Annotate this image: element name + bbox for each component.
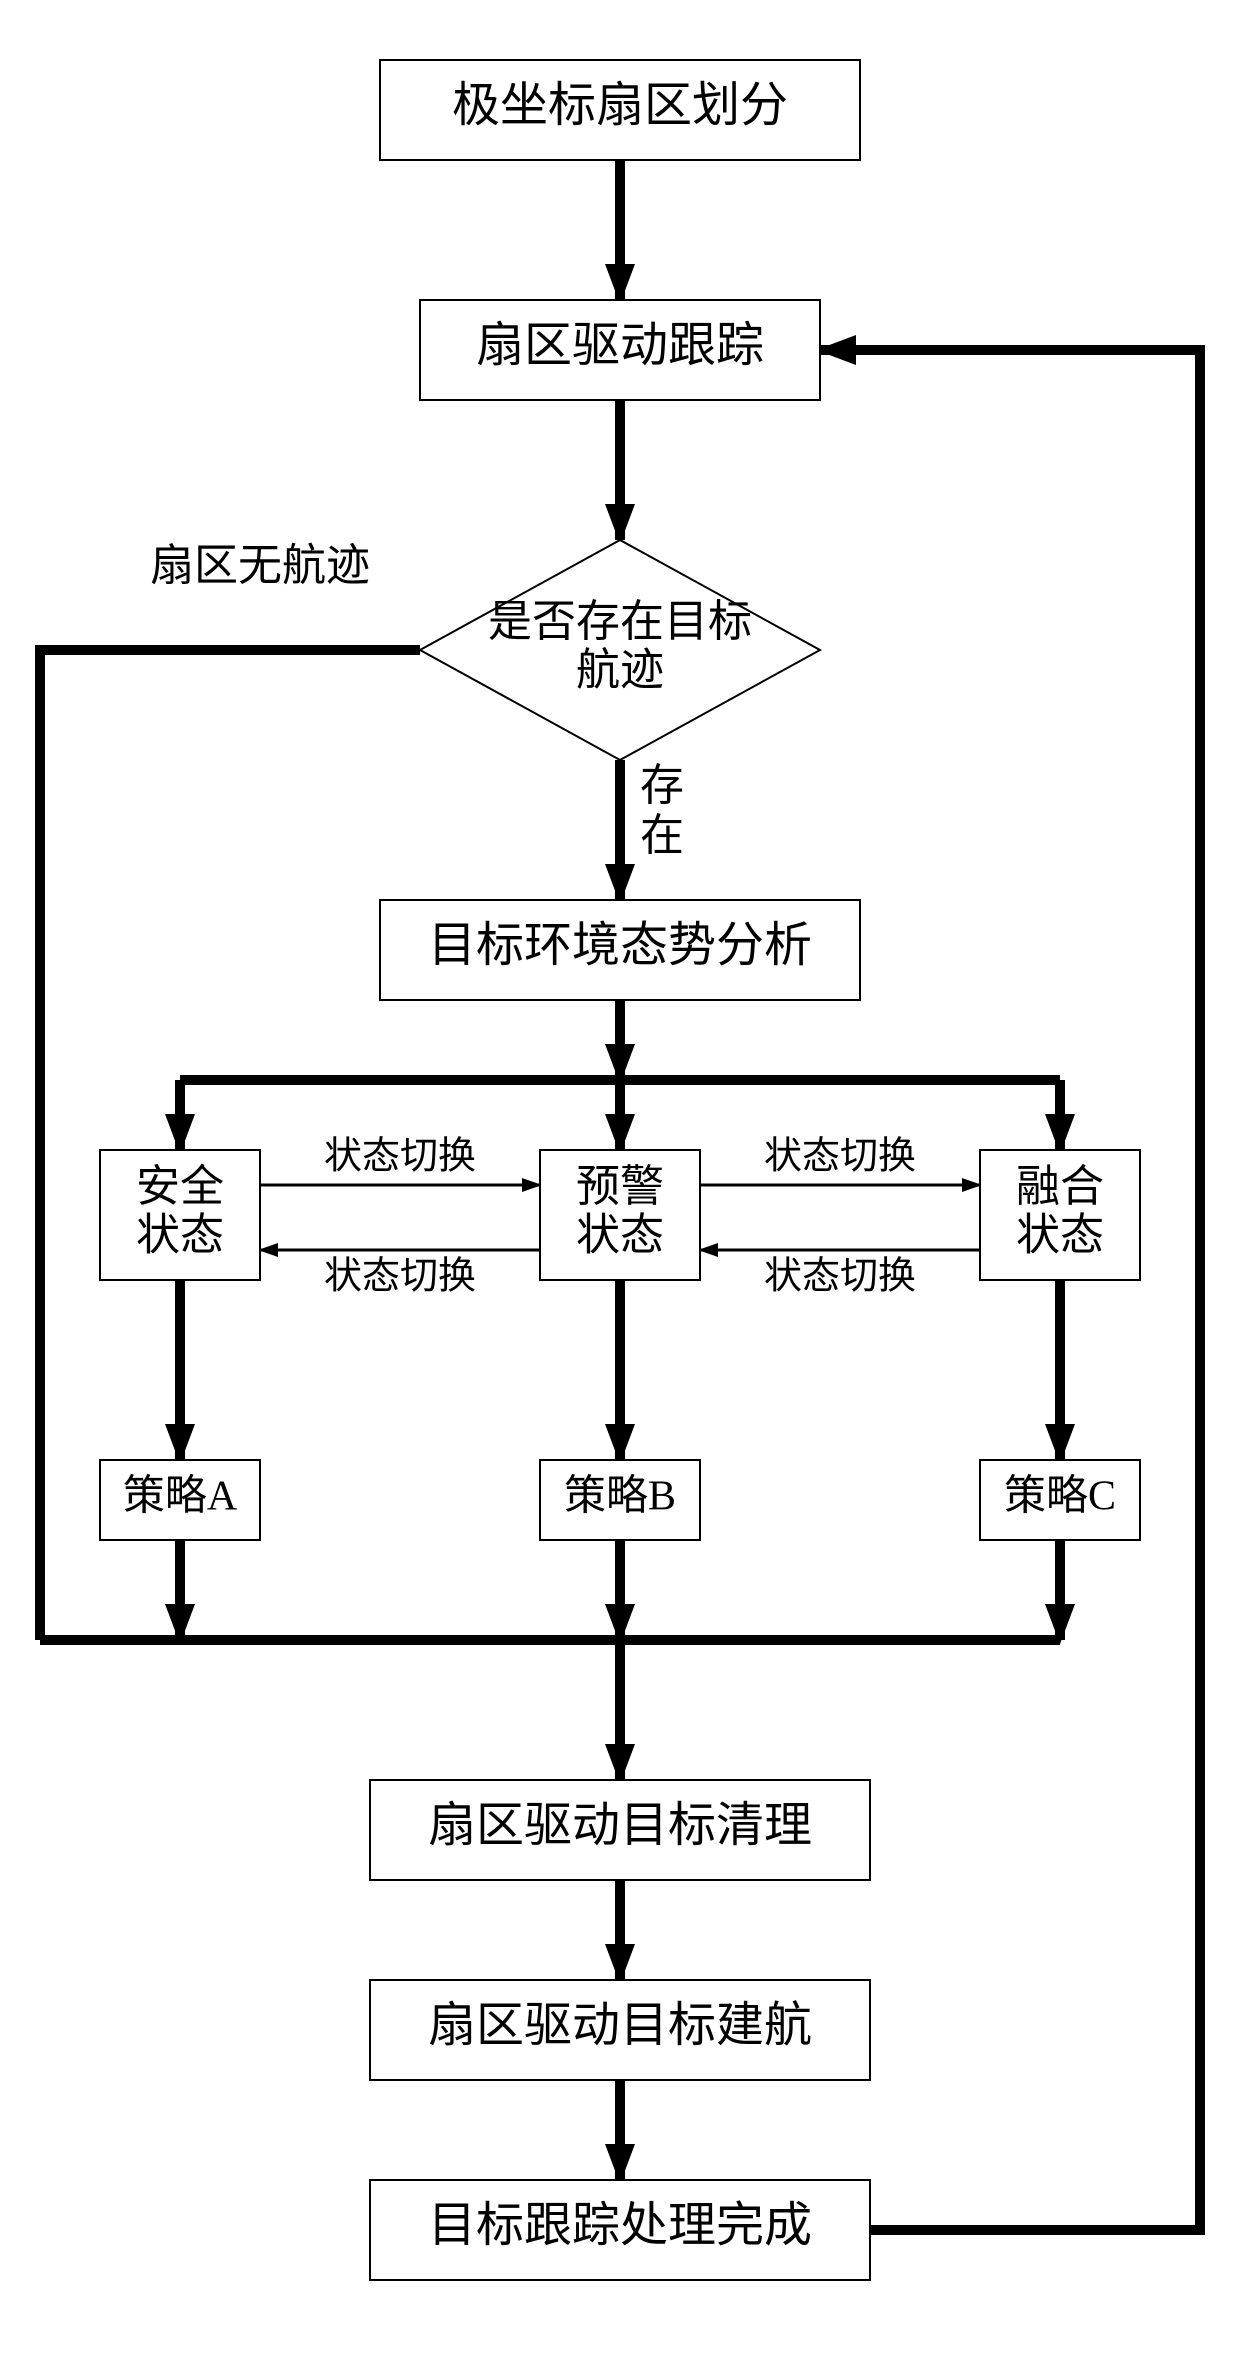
node-label: 扇区驱动跟踪 bbox=[476, 319, 764, 372]
node-n8: 扇区驱动目标建航 bbox=[370, 1980, 870, 2080]
node-label-line2: 状态 bbox=[136, 1210, 224, 1259]
edge-label-sw_ab_top: 状态切换 bbox=[324, 1136, 476, 1178]
node-label-line1: 是否存在目标 bbox=[488, 597, 752, 646]
node-n6c: 策略C bbox=[980, 1460, 1140, 1540]
node-label: 扇区驱动目标建航 bbox=[428, 1999, 812, 2052]
edge-label-sw_ab_bot: 状态切换 bbox=[324, 1256, 476, 1298]
node-label: 极坐标扇区划分 bbox=[452, 79, 788, 132]
node-n5a: 安全状态 bbox=[100, 1150, 260, 1280]
node-label: 目标跟踪处理完成 bbox=[428, 2199, 812, 2252]
node-label-line1: 预警 bbox=[576, 1162, 664, 1211]
node-n4: 目标环境态势分析 bbox=[380, 900, 860, 1000]
node-label-line1: 安全 bbox=[136, 1162, 224, 1211]
node-label-line2: 航迹 bbox=[576, 645, 664, 694]
flowchart-canvas: 极坐标扇区划分扇区驱动跟踪是否存在目标航迹目标环境态势分析安全状态预警状态融合状… bbox=[0, 0, 1240, 2364]
node-label: 策略C bbox=[1004, 1474, 1116, 1520]
node-n1: 极坐标扇区划分 bbox=[380, 60, 860, 160]
node-label: 策略B bbox=[564, 1474, 676, 1520]
node-n3: 是否存在目标航迹 bbox=[420, 540, 820, 760]
edge-label-exists2: 在 bbox=[640, 811, 684, 860]
node-n5c: 融合状态 bbox=[980, 1150, 1140, 1280]
node-label: 扇区驱动目标清理 bbox=[428, 1799, 812, 1852]
node-n9: 目标跟踪处理完成 bbox=[370, 2180, 870, 2280]
node-label: 策略A bbox=[123, 1474, 238, 1520]
node-label-line2: 状态 bbox=[1016, 1210, 1104, 1259]
node-label-line1: 融合 bbox=[1016, 1162, 1104, 1211]
node-label-line2: 状态 bbox=[576, 1210, 664, 1259]
edge-label-sw_bc_top: 状态切换 bbox=[764, 1136, 916, 1178]
node-label: 目标环境态势分析 bbox=[428, 919, 812, 972]
node-n6b: 策略B bbox=[540, 1460, 700, 1540]
edge-label-sw_bc_bot: 状态切换 bbox=[764, 1256, 916, 1298]
node-n6a: 策略A bbox=[100, 1460, 260, 1540]
node-n7: 扇区驱动目标清理 bbox=[370, 1780, 870, 1880]
node-n2: 扇区驱动跟踪 bbox=[420, 300, 820, 400]
edge-label-no_track: 扇区无航迹 bbox=[150, 541, 370, 590]
node-n5b: 预警状态 bbox=[540, 1150, 700, 1280]
edge-label-exists1: 存 bbox=[640, 761, 684, 810]
